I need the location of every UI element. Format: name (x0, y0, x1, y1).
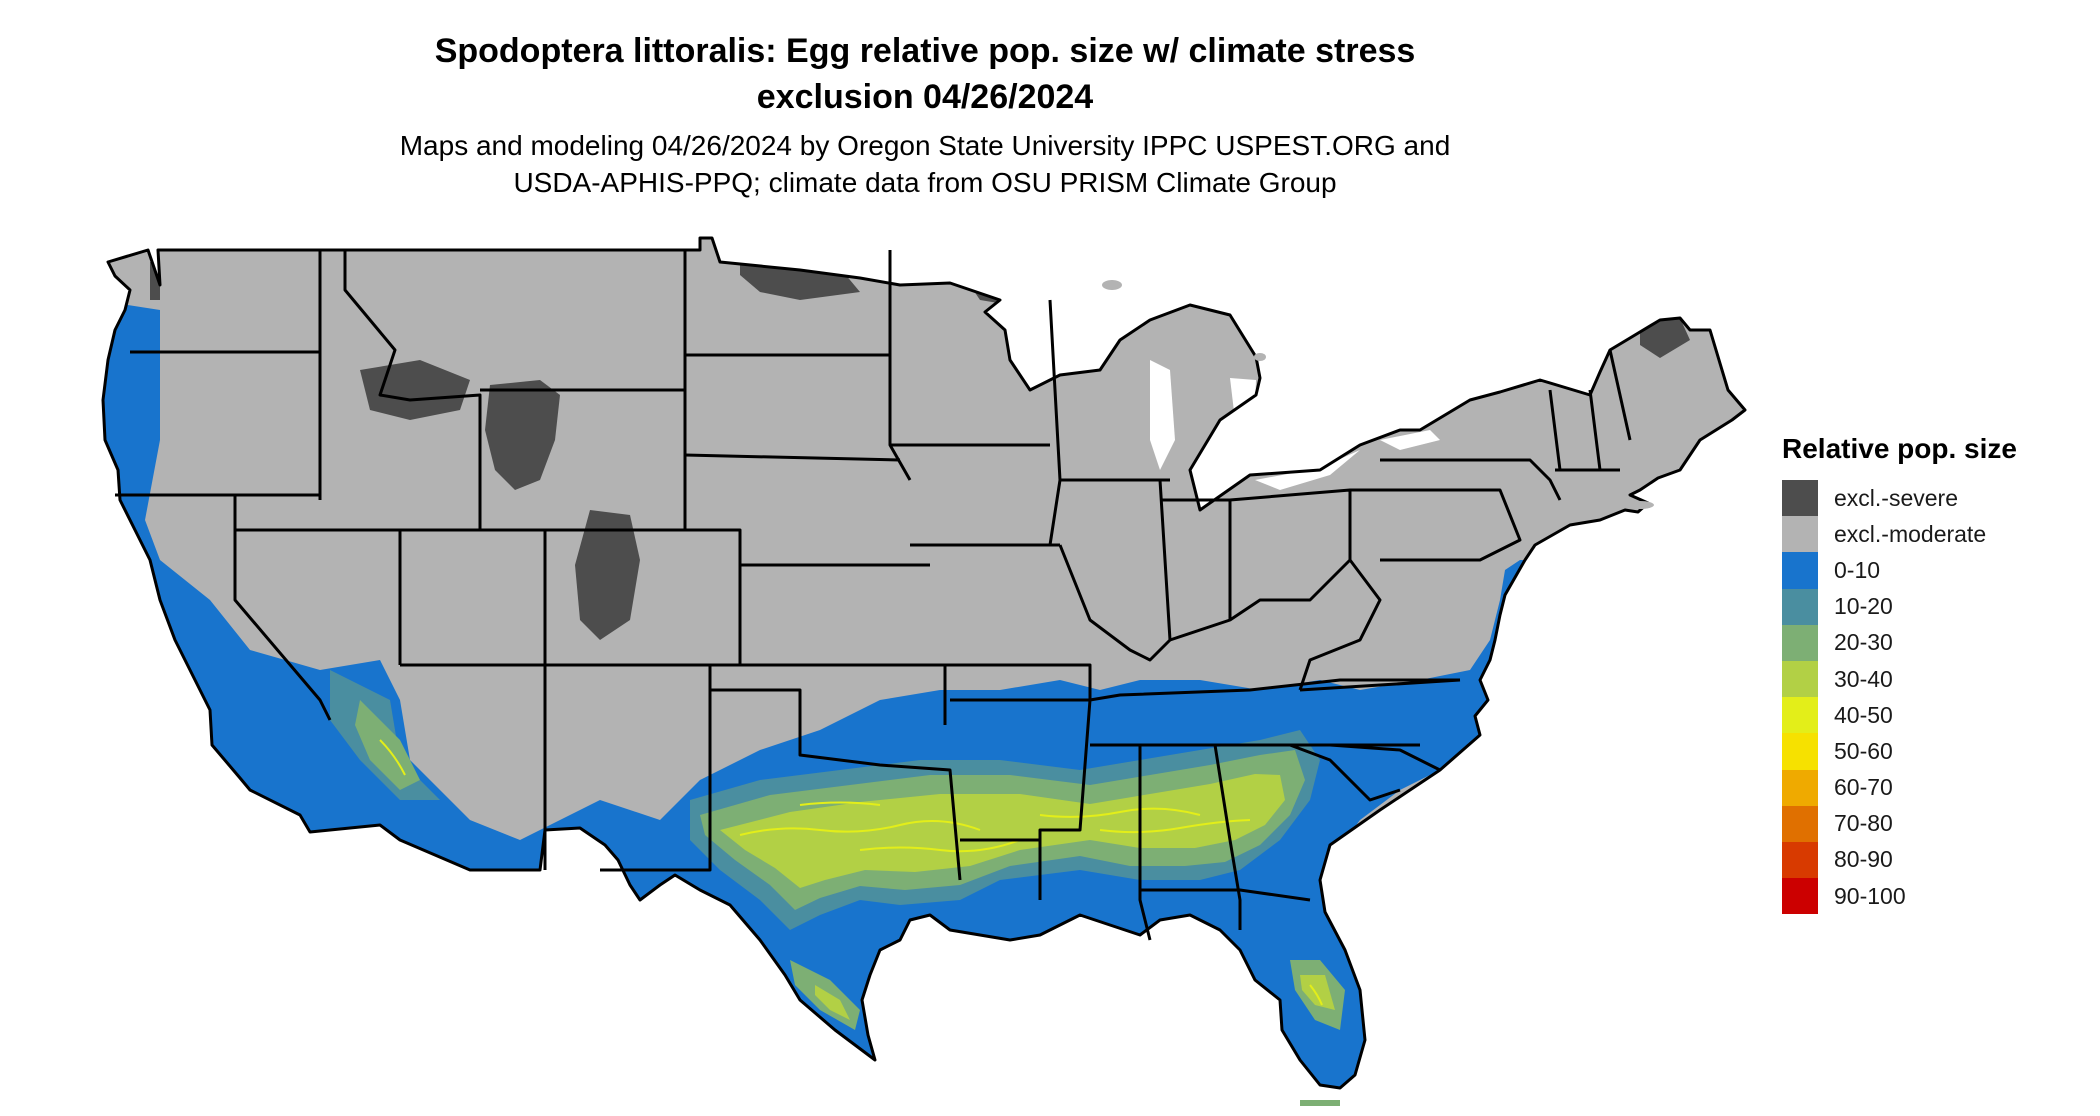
legend-label: 0-10 (1834, 556, 1881, 583)
mo-ar-border (945, 663, 1092, 700)
legend-item: 80-90 (1782, 841, 2082, 879)
oh-borders (1229, 488, 1352, 622)
ar-ms-border (1038, 699, 1092, 900)
tn-north-border (1089, 678, 1460, 702)
legend-swatch (1782, 516, 1818, 553)
yellow-40-50-streak (1309, 984, 1323, 1006)
nh-me-border (1608, 349, 1632, 441)
legend-label: 90-100 (1834, 882, 1906, 909)
map-title-line-2: exclusion 04/26/2024 (756, 78, 1094, 116)
legend-item: 70-80 (1782, 805, 2082, 842)
ny-south-border (1380, 458, 1562, 501)
legend-label: 70-80 (1834, 810, 1893, 837)
legend-item: 60-70 (1782, 769, 2082, 806)
yellow-40-50-streak (859, 839, 1021, 853)
legend-swatch (1782, 552, 1818, 589)
va-nc-border (1299, 678, 1461, 692)
legend-item: 90-100 (1782, 878, 2082, 915)
legend-swatch (1782, 841, 1818, 879)
legend-swatch (1782, 697, 1818, 734)
ca-nv-border (233, 495, 332, 721)
legend-item: 0-10 (1782, 552, 2082, 589)
legend-title: Relative pop. size (1782, 433, 2017, 464)
ms-al-border (1138, 745, 1152, 941)
legend-item: 50-60 (1782, 733, 2082, 770)
il-borders (1058, 479, 1172, 662)
isle-royale (1102, 280, 1122, 290)
us-land-base (103, 238, 1745, 1088)
legend-label: 80-90 (1834, 846, 1893, 873)
legend-label: 50-60 (1834, 737, 1893, 764)
legend-items: excl.-severe excl.-moderate 0-10 10-20 2… (1782, 480, 2082, 915)
map-title-line-1: Spodoptera littoralis: Egg relative pop.… (434, 32, 1416, 70)
yellowgreen-30-40-south-texas (815, 985, 850, 1020)
cape-cod-island (1672, 417, 1688, 423)
colorado-severe-area (575, 510, 640, 640)
legend-label: 60-70 (1834, 774, 1893, 801)
legend-item: 20-30 (1782, 624, 2082, 661)
map-title: Spodoptera littoralis: Egg relative pop.… (285, 28, 1565, 120)
florida-keys (1300, 1100, 1340, 1106)
map-subtitle-line-1: Maps and modeling 04/26/2024 by Oregon S… (399, 130, 1451, 161)
suitability-40-50-areas (379, 739, 1323, 1006)
yellow-40-50-streak (1099, 819, 1251, 834)
lake-ontario (1380, 430, 1440, 450)
legend-label: 30-40 (1834, 665, 1893, 692)
pa-borders (1350, 488, 1522, 562)
nc-sc-border (1329, 743, 1441, 772)
al-fl-border (1140, 888, 1311, 902)
legend-swatch (1782, 660, 1818, 698)
ny-vt-border (1548, 389, 1562, 471)
coastal-details (1102, 280, 1688, 509)
legend-swatch (1782, 769, 1818, 806)
sd-ne-border (684, 453, 901, 462)
yellow-40-50-streak (379, 739, 406, 776)
yellow-40-50-streak (739, 820, 981, 836)
legend-item: 40-50 (1782, 697, 2082, 734)
in-borders (1160, 498, 1232, 642)
wv-borders (1298, 559, 1382, 691)
legend-swatch (1782, 733, 1818, 770)
florida-keys-strip (1300, 1100, 1340, 1106)
map-subtitle-line-2: USDA-APHIS-PPQ; climate data from OSU PR… (513, 167, 1337, 198)
nm-tx-border (600, 665, 712, 872)
legend-swatch (1782, 878, 1818, 915)
lake-superior (1000, 300, 1120, 320)
legend-item: excl.-moderate (1782, 516, 2082, 553)
legend-label: 10-20 (1834, 593, 1893, 620)
legend-swatch (1782, 480, 1818, 517)
legend-item: 30-40 (1782, 660, 2082, 698)
legend-label: 20-30 (1834, 629, 1893, 656)
lake-michigan (1150, 360, 1175, 470)
legend-swatch (1782, 588, 1818, 625)
lake-erie (1255, 450, 1360, 490)
co-borders (545, 528, 742, 665)
legend-label: excl.-moderate (1834, 520, 1987, 547)
yellowgreen-30-40-florida (1300, 975, 1335, 1010)
state-borders (101, 236, 1747, 1090)
upper-michigan-island (1254, 353, 1266, 361)
legend-label: 40-50 (1834, 701, 1893, 728)
map-subtitle: Maps and modeling 04/26/2024 by Oregon S… (285, 127, 1565, 201)
legend-label: excl.-severe (1834, 484, 1958, 511)
green-20-30-southwest (355, 700, 420, 790)
long-island (1626, 501, 1654, 509)
great-lakes (1000, 300, 1440, 490)
legend-swatch (1782, 805, 1818, 842)
ga-sc-border (1289, 743, 1401, 802)
wyoming-severe-area (485, 380, 560, 490)
id-mt-border (343, 250, 482, 530)
yellow-40-50-streak (799, 801, 881, 806)
legend-item: excl.-severe (1782, 480, 2082, 517)
legend-item: 10-20 (1782, 588, 2082, 625)
ok-tx-border (710, 688, 962, 881)
legend: Relative pop. size excl.-severe excl.-mo… (1782, 432, 2082, 915)
al-ga-border (1213, 744, 1242, 930)
yellow-40-50-streak (1039, 807, 1201, 818)
vt-nh-border (1588, 389, 1602, 471)
legend-swatch (1782, 624, 1818, 661)
